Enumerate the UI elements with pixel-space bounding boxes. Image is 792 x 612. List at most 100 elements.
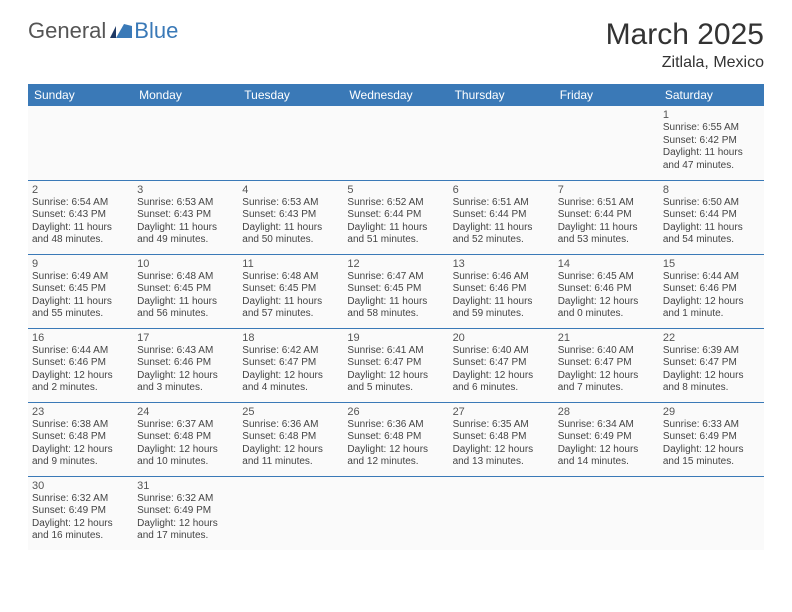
sunset-text: Sunset: 6:45 PM (32, 283, 129, 296)
day-number: 5 (347, 184, 444, 196)
day-number: 12 (347, 258, 444, 270)
calendar-day-cell (133, 106, 238, 180)
weekday-header: Friday (554, 84, 659, 106)
day-number: 11 (242, 258, 339, 270)
sunset-text: Sunset: 6:44 PM (453, 209, 550, 222)
calendar-day-cell: 6Sunrise: 6:51 AMSunset: 6:44 PMDaylight… (449, 180, 554, 254)
calendar-day-cell: 31Sunrise: 6:32 AMSunset: 6:49 PMDayligh… (133, 476, 238, 550)
calendar-day-cell (238, 106, 343, 180)
daylight-text: Daylight: 11 hours and 52 minutes. (453, 222, 550, 247)
weekday-header: Saturday (659, 84, 764, 106)
day-info: Sunrise: 6:40 AMSunset: 6:47 PMDaylight:… (558, 345, 655, 395)
sunrise-text: Sunrise: 6:53 AM (137, 197, 234, 210)
calendar-day-cell: 29Sunrise: 6:33 AMSunset: 6:49 PMDayligh… (659, 402, 764, 476)
daylight-text: Daylight: 12 hours and 6 minutes. (453, 370, 550, 395)
daylight-text: Daylight: 11 hours and 57 minutes. (242, 296, 339, 321)
daylight-text: Daylight: 11 hours and 47 minutes. (663, 147, 760, 172)
calendar-day-cell: 2Sunrise: 6:54 AMSunset: 6:43 PMDaylight… (28, 180, 133, 254)
sunset-text: Sunset: 6:46 PM (558, 283, 655, 296)
calendar-day-cell: 30Sunrise: 6:32 AMSunset: 6:49 PMDayligh… (28, 476, 133, 550)
sunset-text: Sunset: 6:44 PM (347, 209, 444, 222)
day-info: Sunrise: 6:43 AMSunset: 6:46 PMDaylight:… (137, 345, 234, 395)
sunset-text: Sunset: 6:48 PM (453, 431, 550, 444)
daylight-text: Daylight: 12 hours and 14 minutes. (558, 444, 655, 469)
day-info: Sunrise: 6:36 AMSunset: 6:48 PMDaylight:… (242, 419, 339, 469)
sunset-text: Sunset: 6:48 PM (137, 431, 234, 444)
calendar-week-row: 2Sunrise: 6:54 AMSunset: 6:43 PMDaylight… (28, 180, 764, 254)
sunrise-text: Sunrise: 6:52 AM (347, 197, 444, 210)
sunrise-text: Sunrise: 6:44 AM (32, 345, 129, 358)
day-number: 19 (347, 332, 444, 344)
day-number: 4 (242, 184, 339, 196)
sunrise-text: Sunrise: 6:55 AM (663, 122, 760, 135)
calendar-day-cell: 10Sunrise: 6:48 AMSunset: 6:45 PMDayligh… (133, 254, 238, 328)
day-number: 1 (663, 109, 760, 121)
sunrise-text: Sunrise: 6:51 AM (558, 197, 655, 210)
weekday-header: Thursday (449, 84, 554, 106)
daylight-text: Daylight: 11 hours and 55 minutes. (32, 296, 129, 321)
day-number: 7 (558, 184, 655, 196)
calendar-day-cell (659, 476, 764, 550)
day-info: Sunrise: 6:55 AMSunset: 6:42 PMDaylight:… (663, 122, 760, 172)
daylight-text: Daylight: 12 hours and 8 minutes. (663, 370, 760, 395)
sunrise-text: Sunrise: 6:51 AM (453, 197, 550, 210)
sunrise-text: Sunrise: 6:35 AM (453, 419, 550, 432)
calendar-day-cell: 25Sunrise: 6:36 AMSunset: 6:48 PMDayligh… (238, 402, 343, 476)
daylight-text: Daylight: 11 hours and 53 minutes. (558, 222, 655, 247)
sunrise-text: Sunrise: 6:33 AM (663, 419, 760, 432)
day-info: Sunrise: 6:50 AMSunset: 6:44 PMDaylight:… (663, 197, 760, 247)
daylight-text: Daylight: 11 hours and 48 minutes. (32, 222, 129, 247)
sunset-text: Sunset: 6:45 PM (347, 283, 444, 296)
sunset-text: Sunset: 6:47 PM (663, 357, 760, 370)
weekday-header: Sunday (28, 84, 133, 106)
sunrise-text: Sunrise: 6:42 AM (242, 345, 339, 358)
logo: General Blue (28, 18, 178, 44)
day-info: Sunrise: 6:45 AMSunset: 6:46 PMDaylight:… (558, 271, 655, 321)
calendar-day-cell: 8Sunrise: 6:50 AMSunset: 6:44 PMDaylight… (659, 180, 764, 254)
sunrise-text: Sunrise: 6:43 AM (137, 345, 234, 358)
sunset-text: Sunset: 6:49 PM (663, 431, 760, 444)
sunrise-text: Sunrise: 6:41 AM (347, 345, 444, 358)
daylight-text: Daylight: 12 hours and 12 minutes. (347, 444, 444, 469)
calendar-day-cell (554, 476, 659, 550)
day-number: 3 (137, 184, 234, 196)
daylight-text: Daylight: 12 hours and 2 minutes. (32, 370, 129, 395)
calendar-day-cell: 1Sunrise: 6:55 AMSunset: 6:42 PMDaylight… (659, 106, 764, 180)
sunset-text: Sunset: 6:43 PM (137, 209, 234, 222)
weekday-header: Tuesday (238, 84, 343, 106)
day-number: 29 (663, 406, 760, 418)
daylight-text: Daylight: 12 hours and 5 minutes. (347, 370, 444, 395)
sunrise-text: Sunrise: 6:49 AM (32, 271, 129, 284)
calendar-day-cell (343, 476, 448, 550)
daylight-text: Daylight: 12 hours and 1 minute. (663, 296, 760, 321)
calendar-week-row: 9Sunrise: 6:49 AMSunset: 6:45 PMDaylight… (28, 254, 764, 328)
day-info: Sunrise: 6:49 AMSunset: 6:45 PMDaylight:… (32, 271, 129, 321)
sunset-text: Sunset: 6:43 PM (32, 209, 129, 222)
day-info: Sunrise: 6:40 AMSunset: 6:47 PMDaylight:… (453, 345, 550, 395)
title-block: March 2025 Zitlala, Mexico (606, 18, 764, 72)
daylight-text: Daylight: 11 hours and 58 minutes. (347, 296, 444, 321)
daylight-text: Daylight: 12 hours and 10 minutes. (137, 444, 234, 469)
sunset-text: Sunset: 6:48 PM (242, 431, 339, 444)
sunrise-text: Sunrise: 6:54 AM (32, 197, 129, 210)
calendar-day-cell: 16Sunrise: 6:44 AMSunset: 6:46 PMDayligh… (28, 328, 133, 402)
sunrise-text: Sunrise: 6:48 AM (242, 271, 339, 284)
sunrise-text: Sunrise: 6:37 AM (137, 419, 234, 432)
day-info: Sunrise: 6:35 AMSunset: 6:48 PMDaylight:… (453, 419, 550, 469)
day-number: 28 (558, 406, 655, 418)
sunset-text: Sunset: 6:49 PM (137, 505, 234, 518)
day-number: 25 (242, 406, 339, 418)
sunrise-text: Sunrise: 6:39 AM (663, 345, 760, 358)
sunset-text: Sunset: 6:44 PM (663, 209, 760, 222)
daylight-text: Daylight: 12 hours and 15 minutes. (663, 444, 760, 469)
daylight-text: Daylight: 11 hours and 54 minutes. (663, 222, 760, 247)
calendar-day-cell (449, 476, 554, 550)
day-number: 8 (663, 184, 760, 196)
calendar-day-cell: 21Sunrise: 6:40 AMSunset: 6:47 PMDayligh… (554, 328, 659, 402)
calendar-day-cell: 23Sunrise: 6:38 AMSunset: 6:48 PMDayligh… (28, 402, 133, 476)
daylight-text: Daylight: 12 hours and 9 minutes. (32, 444, 129, 469)
sunset-text: Sunset: 6:46 PM (32, 357, 129, 370)
weekday-header: Wednesday (343, 84, 448, 106)
day-info: Sunrise: 6:48 AMSunset: 6:45 PMDaylight:… (242, 271, 339, 321)
day-info: Sunrise: 6:48 AMSunset: 6:45 PMDaylight:… (137, 271, 234, 321)
